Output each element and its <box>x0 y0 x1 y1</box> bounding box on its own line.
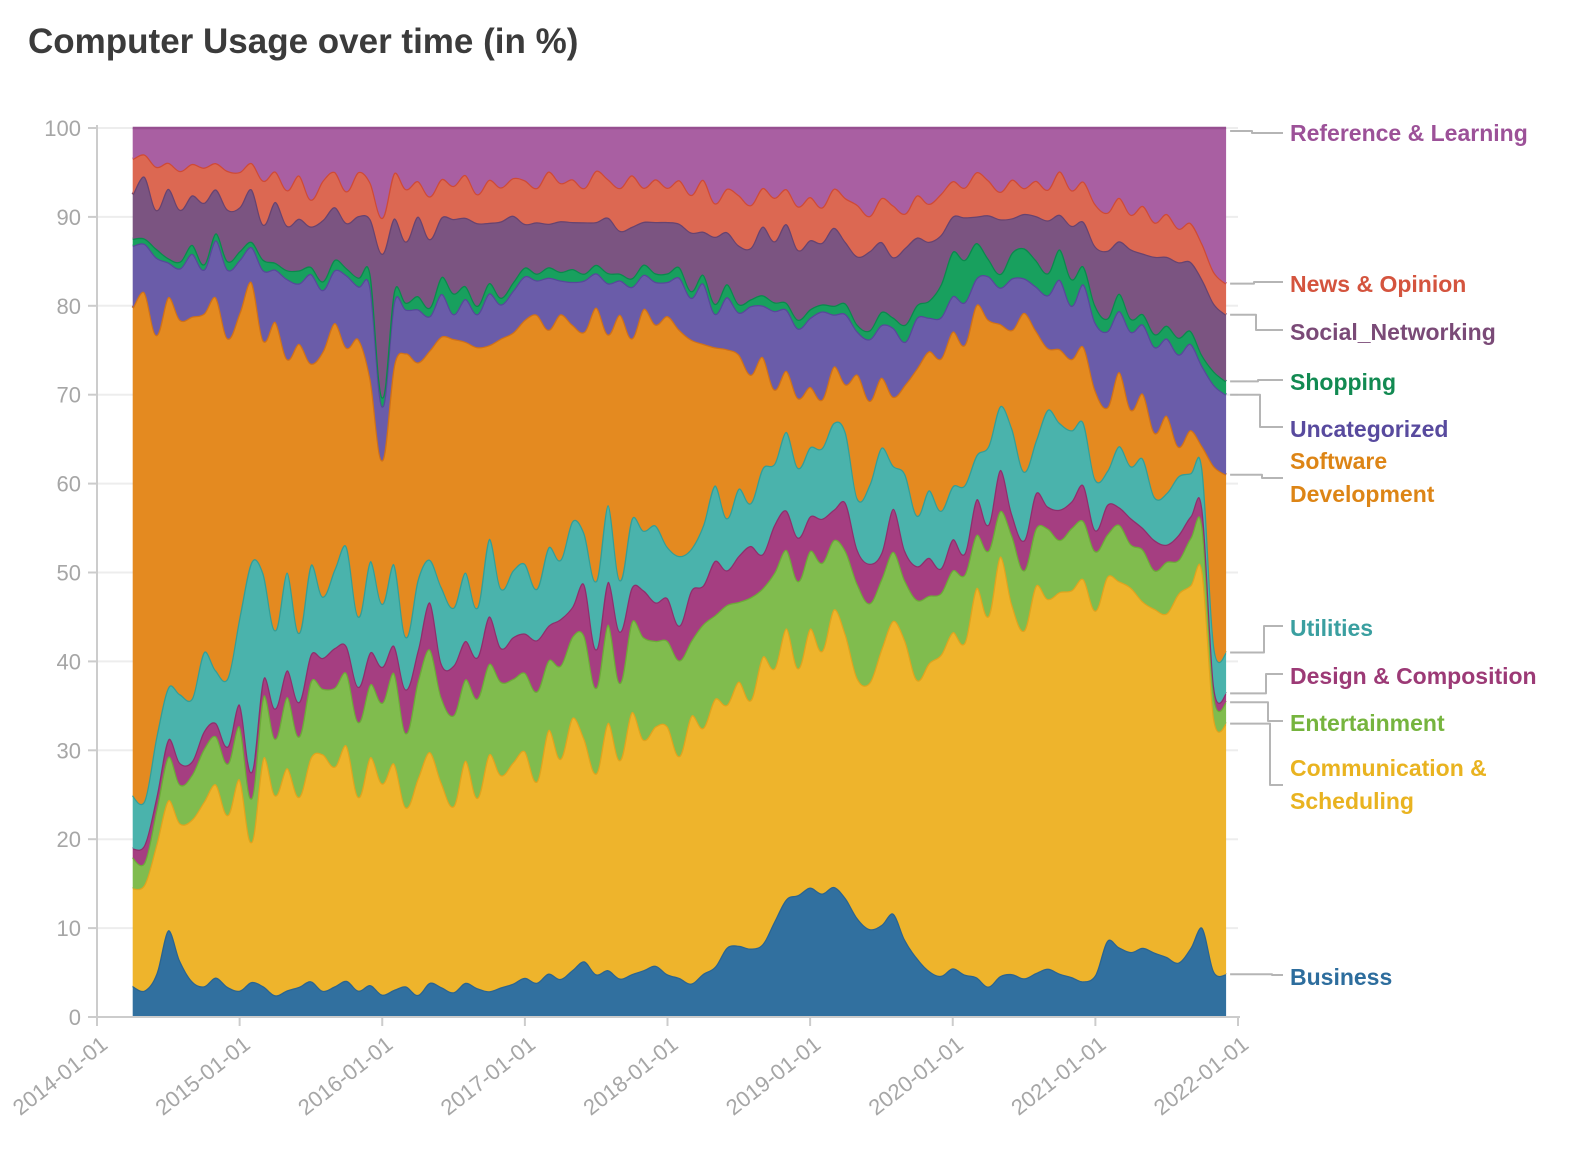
leader-line-communication-scheduling <box>1230 722 1283 786</box>
leader-line-social-networking <box>1230 313 1283 331</box>
legend-label-social-networking: Social_Networking <box>1290 319 1496 345</box>
x-tick-label: 2021-01-01 <box>1006 1031 1110 1120</box>
x-tick-label: 2018-01-01 <box>578 1031 682 1120</box>
x-tick-label: 2020-01-01 <box>864 1031 968 1120</box>
y-tick-label: 20 <box>57 827 81 852</box>
leader-lines <box>1230 130 1283 976</box>
area-design-composition <box>132 469 1227 866</box>
area-communication-scheduling <box>132 556 1227 996</box>
legend-label-utilities: Utilities <box>1290 615 1374 641</box>
leader-line-business <box>1230 973 1283 976</box>
legend-label-communication-scheduling: Communication & Scheduling <box>1290 755 1487 814</box>
y-tick-label: 60 <box>57 472 81 497</box>
leader-line-software-development <box>1230 473 1283 479</box>
y-tick-label: 30 <box>57 738 81 763</box>
leader-line-uncategorized <box>1230 393 1283 428</box>
y-tick-label: 70 <box>57 383 81 408</box>
y-tick-label: 80 <box>57 294 81 319</box>
y-tick-label: 40 <box>57 649 81 674</box>
area-news-opinion <box>132 154 1227 315</box>
legend-label-entertainment: Entertainment <box>1290 710 1445 736</box>
legend-label-reference-learning: Reference & Learning <box>1290 120 1528 146</box>
area-shopping <box>132 233 1227 407</box>
area-business <box>132 886 1227 1017</box>
x-tick-label: 2022-01-01 <box>1149 1031 1253 1120</box>
leader-line-entertainment <box>1230 701 1283 722</box>
leader-line-news-opinion <box>1230 281 1283 285</box>
y-tick-label: 100 <box>44 116 81 141</box>
y-tick-label: 0 <box>69 1005 81 1030</box>
area-utilities <box>132 405 1227 850</box>
area-uncategorized <box>132 240 1227 475</box>
y-tick-label: 50 <box>57 561 81 586</box>
area-social-networking <box>132 176 1227 398</box>
leader-line-utilities <box>1230 625 1283 654</box>
chart-title: Computer Usage over time (in %) <box>28 22 579 61</box>
x-tick-label: 2015-01-01 <box>151 1031 255 1120</box>
y-tick-label: 90 <box>57 205 81 230</box>
leader-line-shopping <box>1230 379 1283 383</box>
leader-line-design-composition <box>1230 673 1283 695</box>
area-series <box>131 126 1228 1017</box>
x-tick-label: 2019-01-01 <box>721 1031 825 1120</box>
x-tick-label: 2017-01-01 <box>436 1031 540 1120</box>
legend-label-design-composition: Design & Composition <box>1290 663 1537 689</box>
area-reference-learning <box>132 128 1227 284</box>
legend-label-business: Business <box>1290 964 1393 990</box>
leader-line-reference-learning <box>1230 130 1283 134</box>
x-tick-label: 2014-01-01 <box>8 1031 112 1120</box>
legend-label-shopping: Shopping <box>1290 369 1397 395</box>
legend-label-news-opinion: News & Opinion <box>1290 271 1467 297</box>
legend-label-software-development: Software Development <box>1290 448 1435 507</box>
y-tick-label: 10 <box>57 916 81 941</box>
area-entertainment <box>132 510 1227 889</box>
x-tick-label: 2016-01-01 <box>293 1031 397 1120</box>
area-software-development <box>132 281 1227 804</box>
legend-label-uncategorized: Uncategorized <box>1290 416 1449 442</box>
